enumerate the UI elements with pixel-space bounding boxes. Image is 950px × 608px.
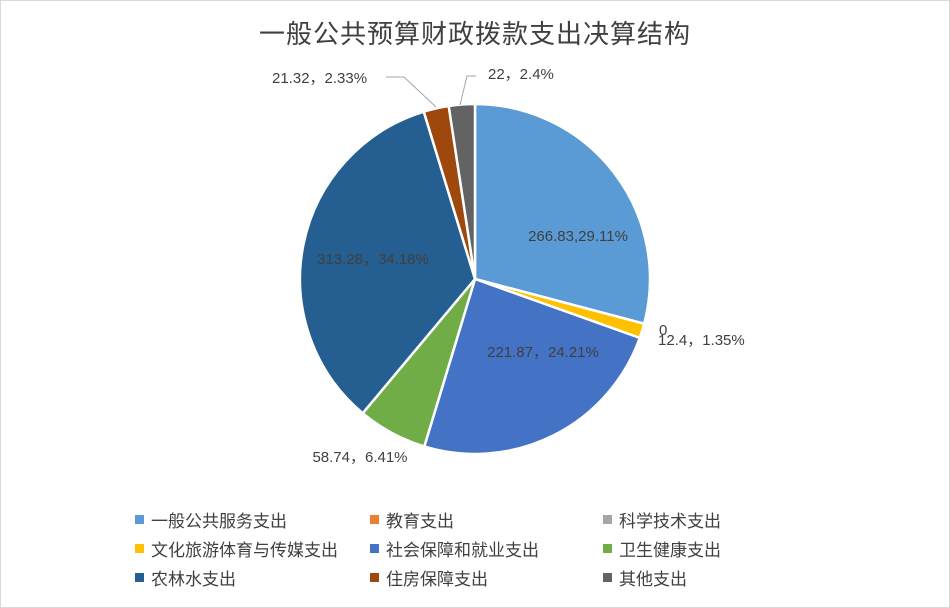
pie-slice-0 [473,102,652,326]
data-label-0: 266.83,29.11% [528,228,628,245]
data-label-4: 58.74，6.41% [312,449,407,466]
legend-item-1: 教育支出 [370,508,454,532]
legend-swatch [603,543,612,553]
pie-slice-6 [298,110,477,415]
legend-label: 卫生健康支出 [619,540,721,561]
legend-label: 一般公共服务支出 [151,511,287,532]
legend-swatch [370,572,379,582]
pie-slice-8 [447,102,477,280]
legend-label: 住房保障支出 [386,569,488,590]
legend-item-8: 其他支出 [603,566,687,590]
legend-item-5: 卫生健康支出 [603,537,721,561]
legend-swatch [135,514,144,524]
legend-item-2: 科学技术支出 [603,508,721,532]
legend-swatch [370,514,379,524]
legend-item-0: 一般公共服务支出 [135,508,287,532]
legend-item-7: 住房保障支出 [370,566,488,590]
legend-item-6: 农林水支出 [135,566,236,590]
leader-line-0 [386,76,437,108]
data-label-1: 0 [659,322,667,339]
legend-swatch [370,543,379,553]
chart-title: 一般公共预算财政拨款支出决算结构 [258,20,691,50]
data-label-7: 22，2.4% [488,66,554,83]
legend-swatch [603,514,612,524]
data-label-2: 12.4，1.35% [658,332,745,349]
legend-label: 教育支出 [386,511,454,532]
legend-swatch [603,572,612,582]
legend-item-4: 社会保障和就业支出 [370,537,539,561]
data-label-3: 221.87，24.21% [487,344,599,361]
legend-label: 科学技术支出 [619,511,721,532]
legend-swatch [135,543,144,553]
legend-swatch [135,572,144,582]
legend-label: 其他支出 [619,569,687,590]
legend-label: 农林水支出 [151,569,236,590]
data-label-5: 313.28，34.18% [317,251,429,268]
legend-item-3: 文化旅游体育与传媒支出 [135,537,338,561]
pie-slice-4 [422,277,642,456]
data-label-6: 21.32，2.33% [272,70,367,87]
leader-line-1 [459,75,476,106]
legend-label: 文化旅游体育与传媒支出 [151,540,338,561]
legend-label: 社会保障和就业支出 [386,540,539,561]
